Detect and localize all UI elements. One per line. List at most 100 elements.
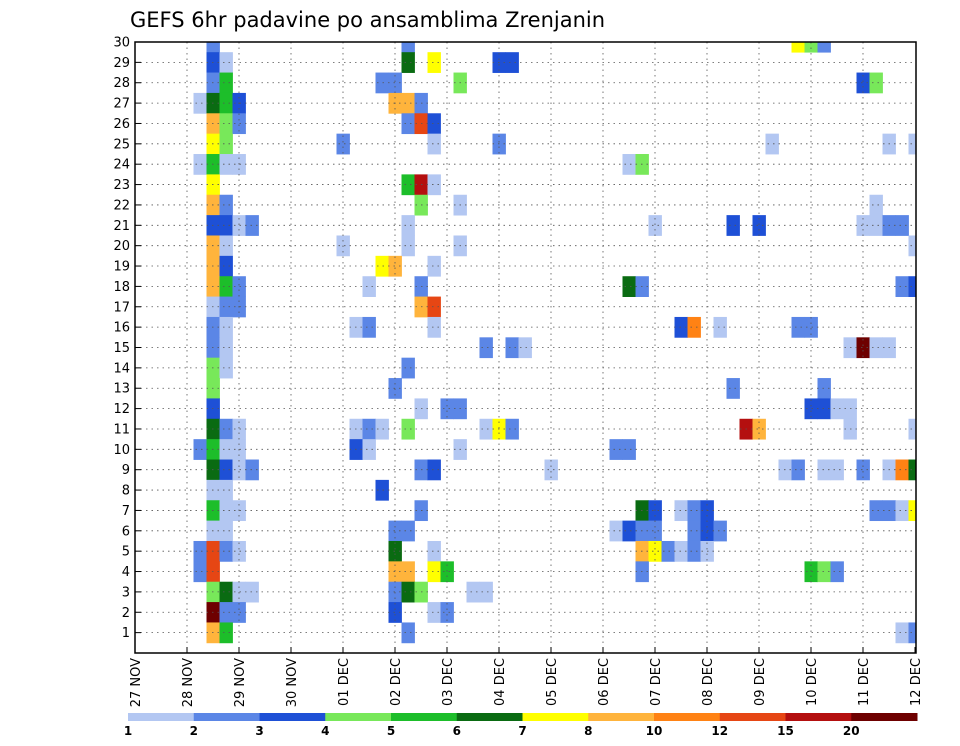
x-tick-label: 04 DEC — [493, 658, 508, 706]
heatmap-cell — [401, 174, 415, 196]
heatmap-cell — [622, 520, 636, 542]
x-tick-label: 11 DEC — [857, 658, 872, 706]
heatmap-cell — [219, 459, 233, 481]
colorbar-segment — [719, 713, 786, 721]
y-tick-label: 19 — [113, 260, 130, 275]
heatmap-cell — [427, 602, 441, 623]
heatmap-cell — [193, 540, 207, 562]
heatmap-cell — [219, 337, 233, 359]
x-tick-label: 10 DEC — [805, 658, 820, 706]
heatmap-cell — [219, 133, 233, 155]
heatmap-cell — [518, 337, 532, 359]
heatmap-cell — [245, 215, 259, 236]
x-tick-label: 30 NOV — [285, 658, 300, 707]
colorbar-segment — [391, 713, 458, 721]
heatmap-cell — [219, 500, 233, 522]
heatmap-cell — [219, 296, 233, 318]
heatmap-cell — [193, 92, 207, 114]
heatmap-cell — [804, 561, 818, 583]
x-tick-label: 03 DEC — [441, 658, 456, 706]
heatmap-cell — [804, 42, 818, 53]
heatmap-cell — [219, 418, 233, 440]
heatmap-cell — [908, 622, 917, 644]
heatmap-cell — [245, 459, 259, 481]
heatmap-cell — [726, 215, 740, 236]
heatmap-cell — [388, 378, 402, 399]
heatmap-cell — [362, 439, 376, 460]
colorbar-label: 8 — [584, 724, 592, 738]
y-tick-label: 27 — [113, 97, 130, 112]
heatmap-cell — [193, 439, 207, 460]
colorbar-label: 4 — [321, 724, 329, 738]
colorbar-segment — [588, 713, 655, 721]
heatmap-cell — [791, 459, 805, 481]
heatmap-cell — [440, 398, 454, 420]
heatmap-cell — [505, 418, 519, 440]
colorbar-label: 3 — [255, 724, 263, 738]
heatmap-cell — [505, 52, 519, 73]
heatmap-cell — [804, 316, 818, 338]
heatmap-cell — [401, 520, 415, 542]
heatmap-cell — [219, 255, 233, 277]
heatmap-cell — [752, 418, 766, 440]
heatmap-cell — [401, 357, 415, 379]
heatmap-cell — [817, 561, 831, 583]
colorbar-label: 7 — [518, 724, 526, 738]
y-tick-label: 25 — [113, 137, 130, 152]
y-tick-label: 17 — [113, 300, 130, 315]
heatmap-cell — [856, 72, 870, 94]
x-axis-ticks: 27 NOV 28 NOV 29 NOV 30 NOV 01 DEC 02 DEC 03 D… — [129, 647, 924, 707]
y-tick-label: 22 — [113, 198, 130, 213]
heatmap-cell — [401, 418, 415, 440]
heatmap-cell — [908, 235, 917, 257]
y-tick-label: 3 — [122, 585, 130, 600]
heatmap-cell — [388, 602, 402, 623]
heatmap-cell — [544, 459, 558, 481]
heatmap-cell — [219, 602, 233, 623]
heatmap-cell — [219, 72, 233, 94]
y-tick-label: 16 — [113, 321, 130, 336]
heatmap-cell — [401, 561, 415, 583]
heatmap-cell — [427, 113, 441, 135]
heatmap-cell — [232, 418, 246, 440]
y-tick-label: 1 — [122, 626, 130, 641]
colorbar-legend: 1 2 3 4 5 6 7 8 10 12 15 20 — [124, 713, 918, 738]
heatmap-cell — [895, 276, 909, 297]
x-tick-label: 12 DEC — [909, 658, 924, 706]
heatmap-cell — [336, 133, 350, 155]
heatmap-cell — [219, 154, 233, 175]
y-tick-label: 2 — [122, 606, 130, 621]
heatmap-cell — [219, 215, 233, 236]
x-tick-label: 05 DEC — [545, 658, 560, 706]
y-tick-label: 9 — [122, 463, 130, 478]
heatmap-cell — [687, 540, 701, 562]
heatmap-cell — [401, 113, 415, 135]
heatmap-cell — [219, 581, 233, 603]
heatmap-cell — [375, 72, 389, 94]
y-tick-label: 8 — [122, 484, 130, 499]
heatmap-cell — [219, 479, 233, 501]
heatmap-cell — [219, 276, 233, 297]
y-tick-label: 12 — [113, 402, 130, 417]
colorbar-label: 12 — [711, 724, 728, 738]
y-tick-label: 26 — [113, 117, 130, 132]
heatmap-cell — [427, 296, 441, 318]
heatmap-cell — [232, 602, 246, 623]
heatmap-cell — [908, 500, 917, 522]
y-tick-label: 15 — [113, 341, 130, 356]
heatmap-cell — [206, 42, 220, 53]
heatmap-cell — [856, 337, 870, 359]
heatmap-cell — [401, 92, 415, 114]
heatmap-cell — [674, 500, 688, 522]
heatmap-cell — [908, 459, 917, 481]
colorbar-segment — [654, 713, 721, 721]
heatmap-cell — [401, 622, 415, 644]
heatmap-cell — [427, 561, 441, 583]
heatmap-cell — [375, 479, 389, 501]
heatmap-cell — [219, 194, 233, 216]
heatmap-cell — [687, 520, 701, 542]
colorbar-segment — [259, 713, 326, 721]
heatmap-cell — [401, 215, 415, 236]
heatmap-cell — [869, 337, 883, 359]
